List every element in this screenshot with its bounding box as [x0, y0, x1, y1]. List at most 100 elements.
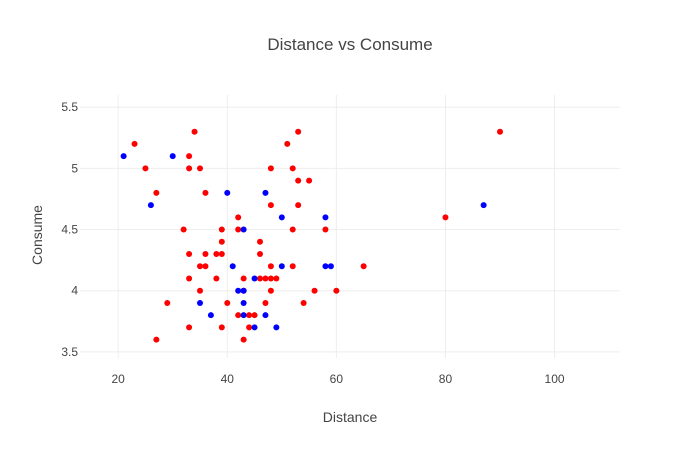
data-point — [322, 214, 329, 221]
data-point — [186, 165, 193, 172]
data-point — [235, 312, 242, 319]
data-point — [202, 189, 209, 196]
data-point — [289, 165, 296, 172]
data-point — [267, 165, 274, 172]
data-point — [251, 324, 258, 331]
data-point — [257, 251, 263, 258]
data-point — [169, 153, 176, 160]
data-point — [153, 189, 160, 196]
data-point — [235, 226, 242, 233]
data-point — [164, 299, 171, 306]
data-point — [251, 312, 258, 319]
data-point — [218, 251, 225, 258]
x-axis-ticks: 20 40 60 80 100 — [112, 372, 565, 386]
data-point — [322, 263, 329, 270]
data-point — [322, 226, 329, 233]
data-point — [262, 299, 269, 306]
data-point — [202, 251, 209, 258]
data-point — [240, 275, 247, 282]
data-point — [295, 202, 302, 209]
data-point — [360, 263, 367, 270]
data-point — [120, 153, 127, 160]
data-point — [300, 299, 307, 306]
data-point — [240, 312, 247, 319]
data-point — [295, 128, 302, 135]
data-point — [311, 287, 318, 294]
data-point — [186, 324, 193, 331]
x-tick-label: 20 — [112, 372, 126, 386]
data-point — [246, 324, 253, 331]
data-point — [240, 299, 247, 306]
data-point — [191, 128, 198, 135]
data-point — [197, 263, 203, 270]
data-point — [224, 189, 231, 196]
data-point — [273, 324, 280, 331]
data-point — [197, 299, 203, 306]
data-point — [257, 238, 263, 245]
data-point — [142, 165, 149, 172]
x-tick-label: 40 — [221, 372, 235, 386]
data-point — [197, 287, 203, 294]
y-tick-label: 4.5 — [61, 223, 78, 237]
data-point — [147, 202, 154, 209]
data-point — [131, 140, 138, 147]
data-point — [278, 263, 285, 270]
y-tick-label: 4 — [71, 284, 78, 298]
x-tick-label: 100 — [545, 372, 565, 386]
y-tick-label: 5 — [71, 161, 78, 175]
data-point — [284, 140, 291, 147]
data-point — [262, 189, 269, 196]
x-tick-label: 80 — [439, 372, 453, 386]
data-point — [229, 263, 236, 270]
data-point — [235, 287, 242, 294]
data-point — [267, 287, 274, 294]
data-point — [202, 263, 209, 270]
data-point — [240, 226, 247, 233]
data-point — [278, 214, 285, 221]
data-point — [497, 128, 503, 135]
data-point — [186, 275, 193, 282]
data-point — [257, 275, 263, 282]
data-point — [240, 336, 247, 343]
x-axis-title: Distance — [323, 409, 378, 425]
data-point — [273, 275, 280, 282]
data-point — [213, 275, 220, 282]
y-axis-ticks: 3.5 4 4.5 5 5.5 — [61, 100, 78, 359]
data-point — [153, 336, 160, 343]
data-point — [262, 312, 269, 319]
data-point — [306, 177, 313, 184]
data-point — [267, 202, 274, 209]
data-point — [213, 251, 220, 258]
x-tick-label: 60 — [330, 372, 344, 386]
data-point — [267, 263, 274, 270]
data-point — [480, 202, 487, 209]
data-point — [442, 214, 449, 221]
data-point — [180, 226, 187, 233]
data-point — [207, 312, 214, 319]
y-axis-title: Consume — [29, 205, 45, 265]
data-point — [333, 287, 340, 294]
data-point — [218, 238, 225, 245]
data-point — [262, 275, 269, 282]
y-tick-label: 5.5 — [61, 100, 78, 114]
data-point — [267, 275, 274, 282]
data-point — [197, 165, 203, 172]
data-point — [218, 324, 225, 331]
data-point — [289, 226, 296, 233]
chart-title: Distance vs Consume — [267, 35, 432, 54]
data-point — [246, 312, 253, 319]
data-point — [251, 275, 258, 282]
data-point — [186, 251, 193, 258]
data-point — [295, 177, 302, 184]
data-point — [289, 263, 296, 270]
y-tick-label: 3.5 — [61, 345, 78, 359]
data-point — [218, 226, 225, 233]
data-point — [235, 214, 242, 221]
data-point — [186, 153, 193, 160]
data-point — [224, 299, 231, 306]
data-points — [120, 128, 503, 343]
data-point — [240, 287, 247, 294]
gridlines — [80, 95, 620, 358]
